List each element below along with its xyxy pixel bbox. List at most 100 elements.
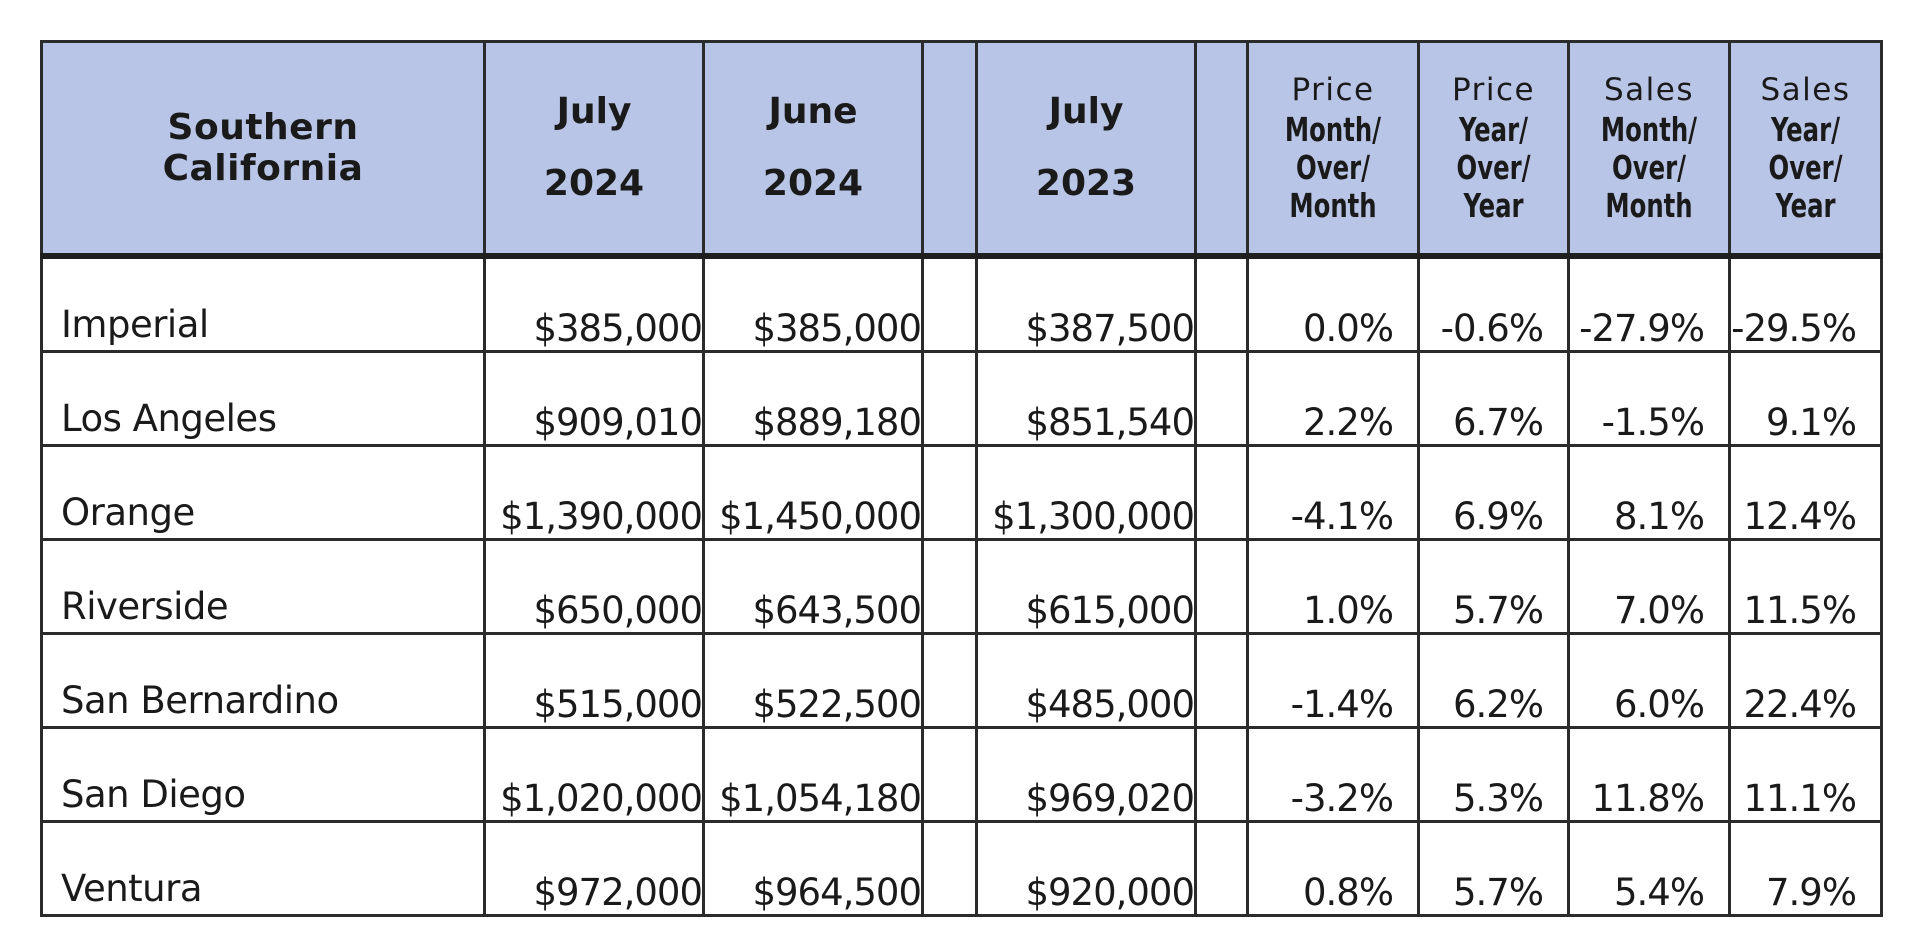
change-metric: Price: [1291, 71, 1375, 108]
spacer-cell: [921, 632, 978, 729]
price-mom-change: -3.2%: [1246, 726, 1420, 823]
change-metric: Sales: [1760, 71, 1851, 108]
median-price-jun-2024: $1,054,180: [702, 726, 924, 823]
period-header-jul-2023: July 2023: [975, 40, 1197, 258]
median-price-jun-2024: $889,180: [702, 350, 924, 447]
median-price-jul-2023: $387,500: [975, 254, 1197, 353]
spacer-cell: [921, 538, 978, 635]
median-price-jul-2024: $650,000: [483, 538, 705, 635]
price-yoy-change: 6.9%: [1417, 444, 1570, 541]
spacer-cell: [1194, 350, 1249, 447]
change-line: Month: [1605, 185, 1693, 225]
median-price-jul-2024: $1,020,000: [483, 726, 705, 823]
price-mom-change: 2.2%: [1246, 350, 1420, 447]
median-price-jul-2023: $615,000: [975, 538, 1197, 635]
table-row: Ventura $972,000 $964,500 $920,000 0.8% …: [40, 820, 1883, 917]
period-header-jul-2024: July 2024: [483, 40, 705, 258]
spacer-cell: [921, 820, 978, 917]
price-yoy-change: 6.7%: [1417, 350, 1570, 447]
sales-mom-header: Sales Month/ Over/ Month: [1567, 40, 1731, 258]
spacer-column-header: [1194, 40, 1249, 258]
county-name: Imperial: [40, 254, 486, 353]
median-price-jul-2023: $969,020: [975, 726, 1197, 823]
sales-yoy-change: 12.4%: [1728, 444, 1883, 541]
price-yoy-change: 6.2%: [1417, 632, 1570, 729]
period-month: July: [556, 91, 632, 132]
sales-yoy-change: -29.5%: [1728, 254, 1883, 353]
price-mom-change: 0.0%: [1246, 254, 1420, 353]
price-mom-change: 0.8%: [1246, 820, 1420, 917]
period-year: 2023: [1035, 163, 1137, 204]
spacer-cell: [1194, 538, 1249, 635]
change-line: Month/: [1284, 109, 1382, 149]
sales-yoy-change: 11.1%: [1728, 726, 1883, 823]
sales-yoy-change: 9.1%: [1728, 350, 1883, 447]
price-mom-header: Price Month/ Over/ Month: [1246, 40, 1420, 258]
price-yoy-header: Price Year/ Over/ Year: [1417, 40, 1570, 258]
sales-yoy-change: 11.5%: [1728, 538, 1883, 635]
region-header-line: Southern: [167, 106, 359, 148]
spacer-column-header: [921, 40, 978, 258]
median-price-jul-2023: $1,300,000: [975, 444, 1197, 541]
spacer-cell: [921, 350, 978, 447]
price-mom-change: -4.1%: [1246, 444, 1420, 541]
price-yoy-change: 5.7%: [1417, 820, 1570, 917]
change-line: Year: [1463, 185, 1524, 225]
table-row: San Bernardino $515,000 $522,500 $485,00…: [40, 632, 1883, 729]
sales-mom-change: 7.0%: [1567, 538, 1731, 635]
median-price-jul-2024: $972,000: [483, 820, 705, 917]
period-year: 2024: [762, 163, 864, 204]
median-price-jul-2023: $485,000: [975, 632, 1197, 729]
period-header-jun-2024: June 2024: [702, 40, 924, 258]
table-row: San Diego $1,020,000 $1,054,180 $969,020…: [40, 726, 1883, 823]
sales-yoy-header: Sales Year/ Over/ Year: [1728, 40, 1883, 258]
spacer-cell: [921, 444, 978, 541]
change-line: Month/: [1600, 109, 1698, 149]
county-name: Orange: [40, 444, 486, 541]
change-line: Over/: [1296, 147, 1370, 187]
median-price-jul-2023: $920,000: [975, 820, 1197, 917]
sales-yoy-change: 22.4%: [1728, 632, 1883, 729]
sales-yoy-change: 7.9%: [1728, 820, 1883, 917]
county-name: Ventura: [40, 820, 486, 917]
sales-mom-change: -1.5%: [1567, 350, 1731, 447]
spacer-cell: [1194, 254, 1249, 353]
price-yoy-change: -0.6%: [1417, 254, 1570, 353]
county-name: Riverside: [40, 538, 486, 635]
change-line: Year/: [1458, 109, 1528, 149]
change-line: Month: [1289, 185, 1377, 225]
sales-mom-change: -27.9%: [1567, 254, 1731, 353]
sales-mom-change: 8.1%: [1567, 444, 1731, 541]
sales-mom-change: 11.8%: [1567, 726, 1731, 823]
change-metric: Price: [1451, 71, 1536, 108]
median-price-jun-2024: $1,450,000: [702, 444, 924, 541]
table-row: Los Angeles $909,010 $889,180 $851,540 2…: [40, 350, 1883, 447]
change-line: Over/: [1768, 147, 1843, 187]
table-row: Imperial $385,000 $385,000 $387,500 0.0%…: [40, 254, 1883, 353]
sales-mom-change: 5.4%: [1567, 820, 1731, 917]
period-month: July: [1048, 91, 1124, 132]
median-price-jul-2024: $385,000: [483, 254, 705, 353]
median-price-jul-2024: $1,390,000: [483, 444, 705, 541]
sales-mom-change: 6.0%: [1567, 632, 1731, 729]
spacer-cell: [1194, 726, 1249, 823]
county-name: San Bernardino: [40, 632, 486, 729]
region-header-line: California: [162, 148, 364, 189]
median-price-jun-2024: $385,000: [702, 254, 924, 353]
table-row: Riverside $650,000 $643,500 $615,000 1.0…: [40, 538, 1883, 635]
spacer-cell: [1194, 444, 1249, 541]
spacer-cell: [1194, 632, 1249, 729]
spacer-cell: [921, 254, 978, 353]
change-line: Over/: [1612, 147, 1686, 187]
county-name: San Diego: [40, 726, 486, 823]
change-line: Over/: [1456, 147, 1531, 187]
county-name: Los Angeles: [40, 350, 486, 447]
median-price-jul-2023: $851,540: [975, 350, 1197, 447]
region-header: Southern California: [40, 40, 486, 258]
median-price-jun-2024: $964,500: [702, 820, 924, 917]
period-month: June: [768, 91, 858, 132]
header-row: Southern California July 2024 June 2024 …: [40, 40, 1883, 258]
table-body: Imperial $385,000 $385,000 $387,500 0.0%…: [40, 254, 1883, 917]
change-line: Year/: [1770, 109, 1840, 149]
